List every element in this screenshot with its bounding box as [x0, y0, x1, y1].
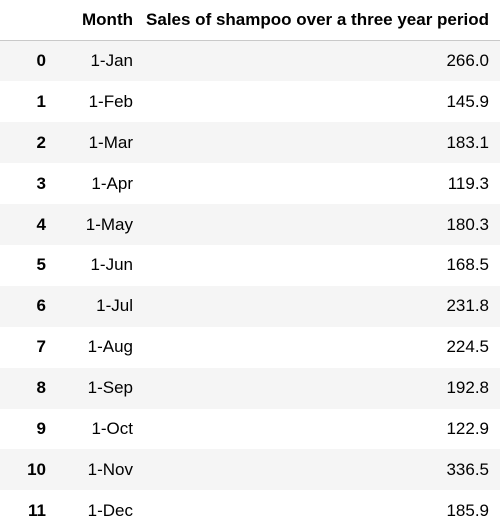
- table-body: 0 1-Jan 266.0 1 1-Feb 145.9 2 1-Mar 183.…: [0, 40, 500, 531]
- table-row: 8 1-Sep 192.8: [0, 367, 500, 409]
- table-row: 6 1-Jul 231.8: [0, 285, 500, 327]
- table-row: 0 1-Jan 266.0: [0, 40, 500, 82]
- sales-cell: 145.9: [446, 91, 489, 111]
- table-row: 7 1-Aug 224.5: [0, 326, 500, 368]
- table-row: 2 1-Mar 183.1: [0, 122, 500, 164]
- row-index: 10: [27, 459, 46, 479]
- table-row: 5 1-Jun 168.5: [0, 244, 500, 286]
- table-row: 9 1-Oct 122.9: [0, 408, 500, 450]
- month-cell: 1-Feb: [88, 91, 133, 111]
- month-cell: 1-Mar: [88, 132, 133, 152]
- sales-cell: 336.5: [446, 459, 489, 479]
- month-cell: 1-Dec: [87, 500, 133, 520]
- month-cell: 1-Sep: [87, 378, 133, 398]
- sales-cell: 122.9: [446, 418, 489, 438]
- table-row: 11 1-Dec 185.9: [0, 490, 500, 531]
- month-cell: 1-Jul: [96, 296, 133, 316]
- sales-cell: 231.8: [446, 296, 489, 316]
- sales-cell: 266.0: [446, 51, 489, 71]
- index-column-header: [0, 0, 57, 41]
- row-index: 4: [36, 214, 46, 234]
- table-row: 10 1-Nov 336.5: [0, 449, 500, 491]
- sales-column-header: Sales of shampoo over a three year perio…: [144, 0, 500, 41]
- month-cell: 1-Apr: [91, 173, 133, 193]
- month-column-header: Month: [57, 0, 144, 41]
- row-index: 11: [28, 500, 46, 520]
- sales-cell: 224.5: [446, 337, 489, 357]
- month-cell: 1-Jun: [90, 255, 133, 275]
- row-index: 2: [36, 132, 46, 152]
- table-header: Month Sales of shampoo over a three year…: [0, 0, 500, 41]
- row-index: 1: [36, 91, 46, 111]
- month-cell: 1-Oct: [91, 418, 133, 438]
- row-index: 7: [36, 337, 46, 357]
- sales-cell: 180.3: [446, 214, 489, 234]
- table-row: 4 1-May 180.3: [0, 204, 500, 245]
- table-row: 1 1-Feb 145.9: [0, 81, 500, 123]
- row-index: 5: [36, 255, 46, 275]
- sales-cell: 168.5: [446, 255, 489, 275]
- sales-cell: 192.8: [446, 378, 489, 398]
- table-row: 3 1-Apr 119.3: [0, 163, 500, 205]
- sales-cell: 119.3: [447, 173, 489, 193]
- row-index: 9: [36, 418, 46, 438]
- month-cell: 1-May: [85, 214, 133, 234]
- month-cell: 1-Nov: [87, 459, 133, 479]
- row-index: 0: [36, 51, 46, 71]
- month-cell: 1-Aug: [87, 337, 133, 357]
- row-index: 3: [36, 173, 46, 193]
- sales-cell: 183.1: [446, 132, 489, 152]
- sales-cell: 185.9: [446, 500, 489, 520]
- row-index: 8: [36, 378, 46, 398]
- month-cell: 1-Jan: [90, 51, 133, 71]
- header-row: Month Sales of shampoo over a three year…: [0, 0, 500, 41]
- row-index: 6: [36, 296, 46, 316]
